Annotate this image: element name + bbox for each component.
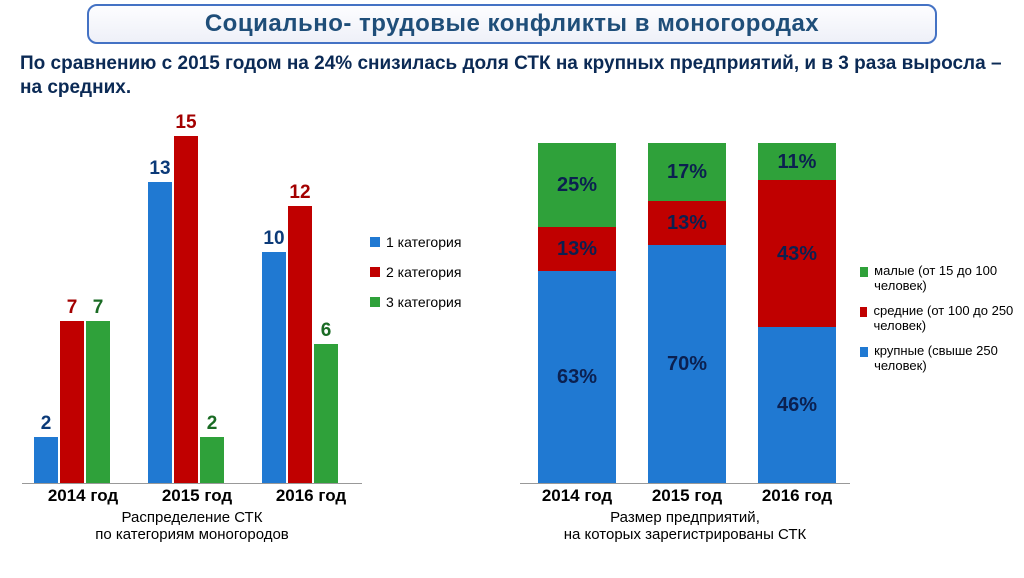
left-bar [200,437,224,483]
left-bar-value: 10 [262,228,286,250]
right-caption-line2: на которых зарегистрированы СТК [564,526,807,543]
right-chart-plot: 63% 13% 25% 70% 13% 17% 46% 43% 11% [520,114,850,484]
left-bar [314,344,338,483]
left-bar [262,252,286,483]
right-seg-pct: 13% [648,212,726,235]
subtitle-text: По сравнению с 2015 годом на 24% снизила… [20,52,1004,100]
right-chart: 63% 13% 25% 70% 13% 17% 46% 43% 11% 2014 год2015… [510,114,1020,554]
right-stacked-bar: 63% 13% 25% [538,143,616,483]
page-title: Социально- трудовые конфликты в моногоро… [97,10,927,38]
left-bar-value: 7 [86,297,110,319]
right-seg-pct: 17% [648,161,726,184]
left-bar-value: 2 [34,413,58,435]
left-bar [34,437,58,483]
left-legend-item: 2 категория [370,264,490,280]
left-legend-item: 3 категория [370,294,490,310]
legend-label: крупные (свыше 250 человек) [874,344,1020,374]
left-bar-value: 12 [288,182,312,204]
charts-container: 2771315210126 2014 год2015 год2016 год Р… [0,114,1024,574]
right-seg-pct: 70% [648,353,726,376]
right-chart-caption: Размер предприятий, на которых зарегистр… [510,509,860,544]
left-chart: 2 77 13 15 2 10 12 6 2014 год2015 год2016 год Р… [10,114,490,554]
right-seg-pct: 13% [538,238,616,261]
legend-label: малые (от 15 до 100 человек) [874,264,1020,294]
legend-swatch [370,237,380,247]
right-seg-pct: 11% [758,151,836,174]
left-bar [174,136,198,483]
left-chart-legend: 1 категория 2 категория 3 категория [370,234,490,324]
left-bar [148,182,172,483]
left-bar-value: 15 [174,112,198,134]
legend-swatch [860,267,868,277]
right-x-label: 2016 год [742,486,852,506]
legend-swatch [370,267,380,277]
right-legend-item: малые (от 15 до 100 человек) [860,264,1020,294]
left-bar [60,321,84,483]
left-caption-line2: по категориям моногородов [95,526,289,543]
left-chart-plot: 2 77 13 15 2 10 12 6 [22,114,362,484]
legend-swatch [860,347,868,357]
right-chart-legend: малые (от 15 до 100 человек) средние (от … [860,264,1020,384]
left-bar-value: 2 [200,413,224,435]
right-seg-pct: 46% [758,394,836,417]
right-seg-pct: 43% [758,243,836,266]
left-bar [86,321,110,483]
legend-swatch [370,297,380,307]
left-caption-line1: Распределение СТК [122,509,263,526]
right-seg-pct: 25% [538,174,616,197]
right-caption-line1: Размер предприятий, [610,509,760,526]
right-legend-item: средние (от 100 до 250 человек) [860,304,1020,334]
left-bar [288,206,312,484]
left-chart-caption: Распределение СТК по категориям моногоро… [22,509,362,544]
left-bar-value: 6 [314,320,338,342]
legend-swatch [860,307,867,317]
right-stacked-bar: 46% 43% 11% [758,143,836,483]
left-x-label: 2014 год [28,486,138,506]
legend-label: 1 категория [386,234,461,250]
left-x-label: 2016 год [256,486,366,506]
left-legend-item: 1 категория [370,234,490,250]
left-x-label: 2015 год [142,486,252,506]
left-bar-value: 7 [60,297,84,319]
right-x-label: 2014 год [522,486,632,506]
left-bar-value: 13 [148,158,172,180]
legend-label: 2 категория [386,264,461,280]
right-x-label: 2015 год [632,486,742,506]
right-legend-item: крупные (свыше 250 человек) [860,344,1020,374]
right-stacked-bar: 70% 13% 17% [648,143,726,483]
right-seg-pct: 63% [538,366,616,389]
page-title-banner: Социально- трудовые конфликты в моногоро… [87,4,937,44]
legend-label: 3 категория [386,294,461,310]
legend-label: средние (от 100 до 250 человек) [873,304,1020,334]
